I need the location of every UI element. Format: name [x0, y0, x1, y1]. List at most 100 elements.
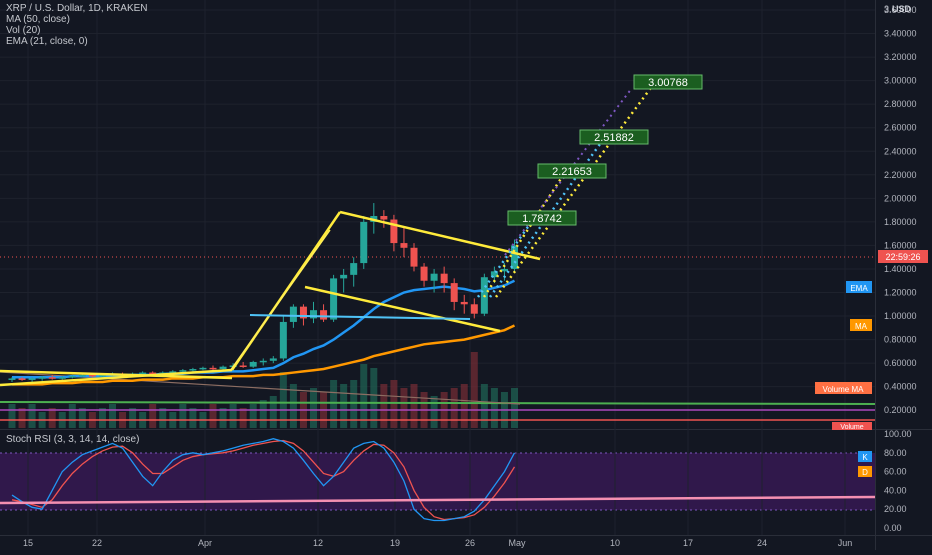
price-tick-label: 3.40000	[884, 29, 917, 39]
price-tick-label: 3.60000	[884, 5, 917, 15]
volume-bar	[370, 368, 378, 428]
candle-body	[209, 367, 217, 370]
ma-label: MA	[855, 322, 868, 331]
volume-bar	[149, 404, 157, 428]
time-tick-label: 26	[465, 538, 475, 548]
volume-bar	[511, 388, 518, 428]
candle-body	[390, 219, 398, 244]
candle-body	[279, 321, 287, 359]
candle-body	[48, 377, 56, 379]
volume-bar	[98, 408, 106, 428]
target-value: 3.00768	[648, 77, 688, 89]
target-box-bg	[633, 74, 703, 90]
candle-body	[149, 372, 157, 375]
price-tick-label: 0.20000	[884, 405, 917, 415]
candle-body	[219, 366, 227, 370]
candle-body	[430, 273, 438, 281]
volume-bars	[8, 352, 518, 428]
candles[interactable]	[8, 203, 519, 382]
volume-bar	[490, 388, 498, 428]
countdown-label-bg	[878, 250, 928, 263]
rsi-tick-label: 60.00	[884, 467, 907, 477]
candle-body	[299, 306, 307, 319]
volume-bar	[460, 384, 468, 428]
volume-bar	[8, 404, 16, 428]
time-tick-label: 10	[610, 538, 620, 548]
ma-legend[interactable]: MA (50, close)	[6, 14, 70, 25]
price-tick-label-partial: 3.	[884, 4, 892, 14]
candle-body	[410, 247, 418, 267]
blue-support-line	[249, 314, 471, 320]
volume-ma-label: Volume MA	[823, 385, 865, 394]
volume-bar	[159, 408, 167, 428]
volume-bar	[470, 352, 478, 428]
price-tick-label: 3.00000	[884, 76, 917, 86]
volume-bar	[28, 404, 36, 428]
targets[interactable]: 1.78742 2.21653 2.51882 3.00768	[507, 74, 703, 226]
target-value: 1.78742	[522, 213, 562, 225]
price-tick-label: 2.00000	[884, 193, 917, 203]
grid	[0, 0, 875, 535]
stoch-d-line	[11, 439, 516, 521]
d-label-bg	[858, 466, 872, 477]
target-box[interactable]: 3.00768	[633, 74, 703, 90]
price-tick-label: 0.40000	[884, 382, 917, 392]
time-tick-label: 22	[92, 538, 102, 548]
volume-bar	[450, 388, 458, 428]
time-tick-label: Jun	[838, 538, 853, 548]
candle-body	[470, 304, 478, 314]
target-box[interactable]: 2.21653	[537, 163, 607, 179]
candle-body	[98, 374, 106, 377]
price-tick-label: 2.80000	[884, 99, 917, 109]
target-box[interactable]: 2.51882	[579, 129, 649, 145]
price-tick-label: 2.20000	[884, 170, 917, 180]
volume-bar	[279, 372, 287, 428]
volume-bar	[209, 404, 217, 428]
target-box[interactable]: 1.78742	[507, 210, 577, 226]
volume-bar	[18, 408, 26, 428]
candle-body	[440, 273, 448, 284]
target-value: 2.21653	[552, 166, 592, 178]
volume-bar	[48, 408, 56, 428]
symbol-title[interactable]: XRP / U.S. Dollar, 1D, KRAKEN	[6, 3, 148, 14]
rsi-pink-line	[0, 495, 876, 505]
candle-body	[38, 377, 46, 379]
candle-body	[189, 369, 197, 371]
countdown-label: 22:59:26	[885, 252, 920, 262]
volume-bar	[239, 408, 247, 428]
horizontal-lines	[0, 256, 876, 421]
volume-bar	[310, 388, 317, 428]
pennant-bottom-line	[304, 285, 501, 333]
volume-bar	[129, 408, 137, 428]
time-tick-label: 17	[683, 538, 693, 548]
axes: 3.60000 3.40000 3.20000 3.00000 2.80000 2.600…	[23, 4, 928, 548]
volume-bar	[330, 380, 338, 428]
target-box-bg	[507, 210, 577, 226]
rsi-tick-label: 20.00	[884, 504, 907, 514]
candle-body	[169, 371, 177, 373]
k-label: K	[862, 453, 868, 462]
volume-ma-label-bg	[815, 382, 872, 394]
rsi-tick-label: 40.00	[884, 485, 907, 495]
volume-bar	[229, 404, 237, 428]
volume-label: Volume	[840, 424, 863, 431]
green-support-line	[0, 401, 876, 405]
price-tick-label: 0.60000	[884, 358, 917, 368]
volume-bar	[189, 408, 197, 428]
ma-50-line	[12, 324, 516, 386]
stoch-rsi-title[interactable]: Stoch RSI (3, 3, 14, 14, close)	[6, 434, 140, 445]
candle-body	[511, 245, 518, 269]
ema-label: EMA	[850, 284, 868, 293]
stoch-rsi-lines	[0, 438, 876, 522]
rsi-tick-label: 80.00	[884, 448, 907, 458]
candle-body	[289, 306, 297, 322]
ema-legend[interactable]: EMA (21, close, 0)	[6, 36, 88, 47]
candle-body	[310, 310, 317, 319]
flagpole-line-2	[229, 229, 331, 372]
currency-label[interactable]: USD	[892, 4, 912, 14]
vol-legend[interactable]: Vol (20)	[6, 25, 41, 36]
price-tick-label: 1.00000	[884, 311, 917, 321]
ema-label-bg	[846, 281, 872, 293]
